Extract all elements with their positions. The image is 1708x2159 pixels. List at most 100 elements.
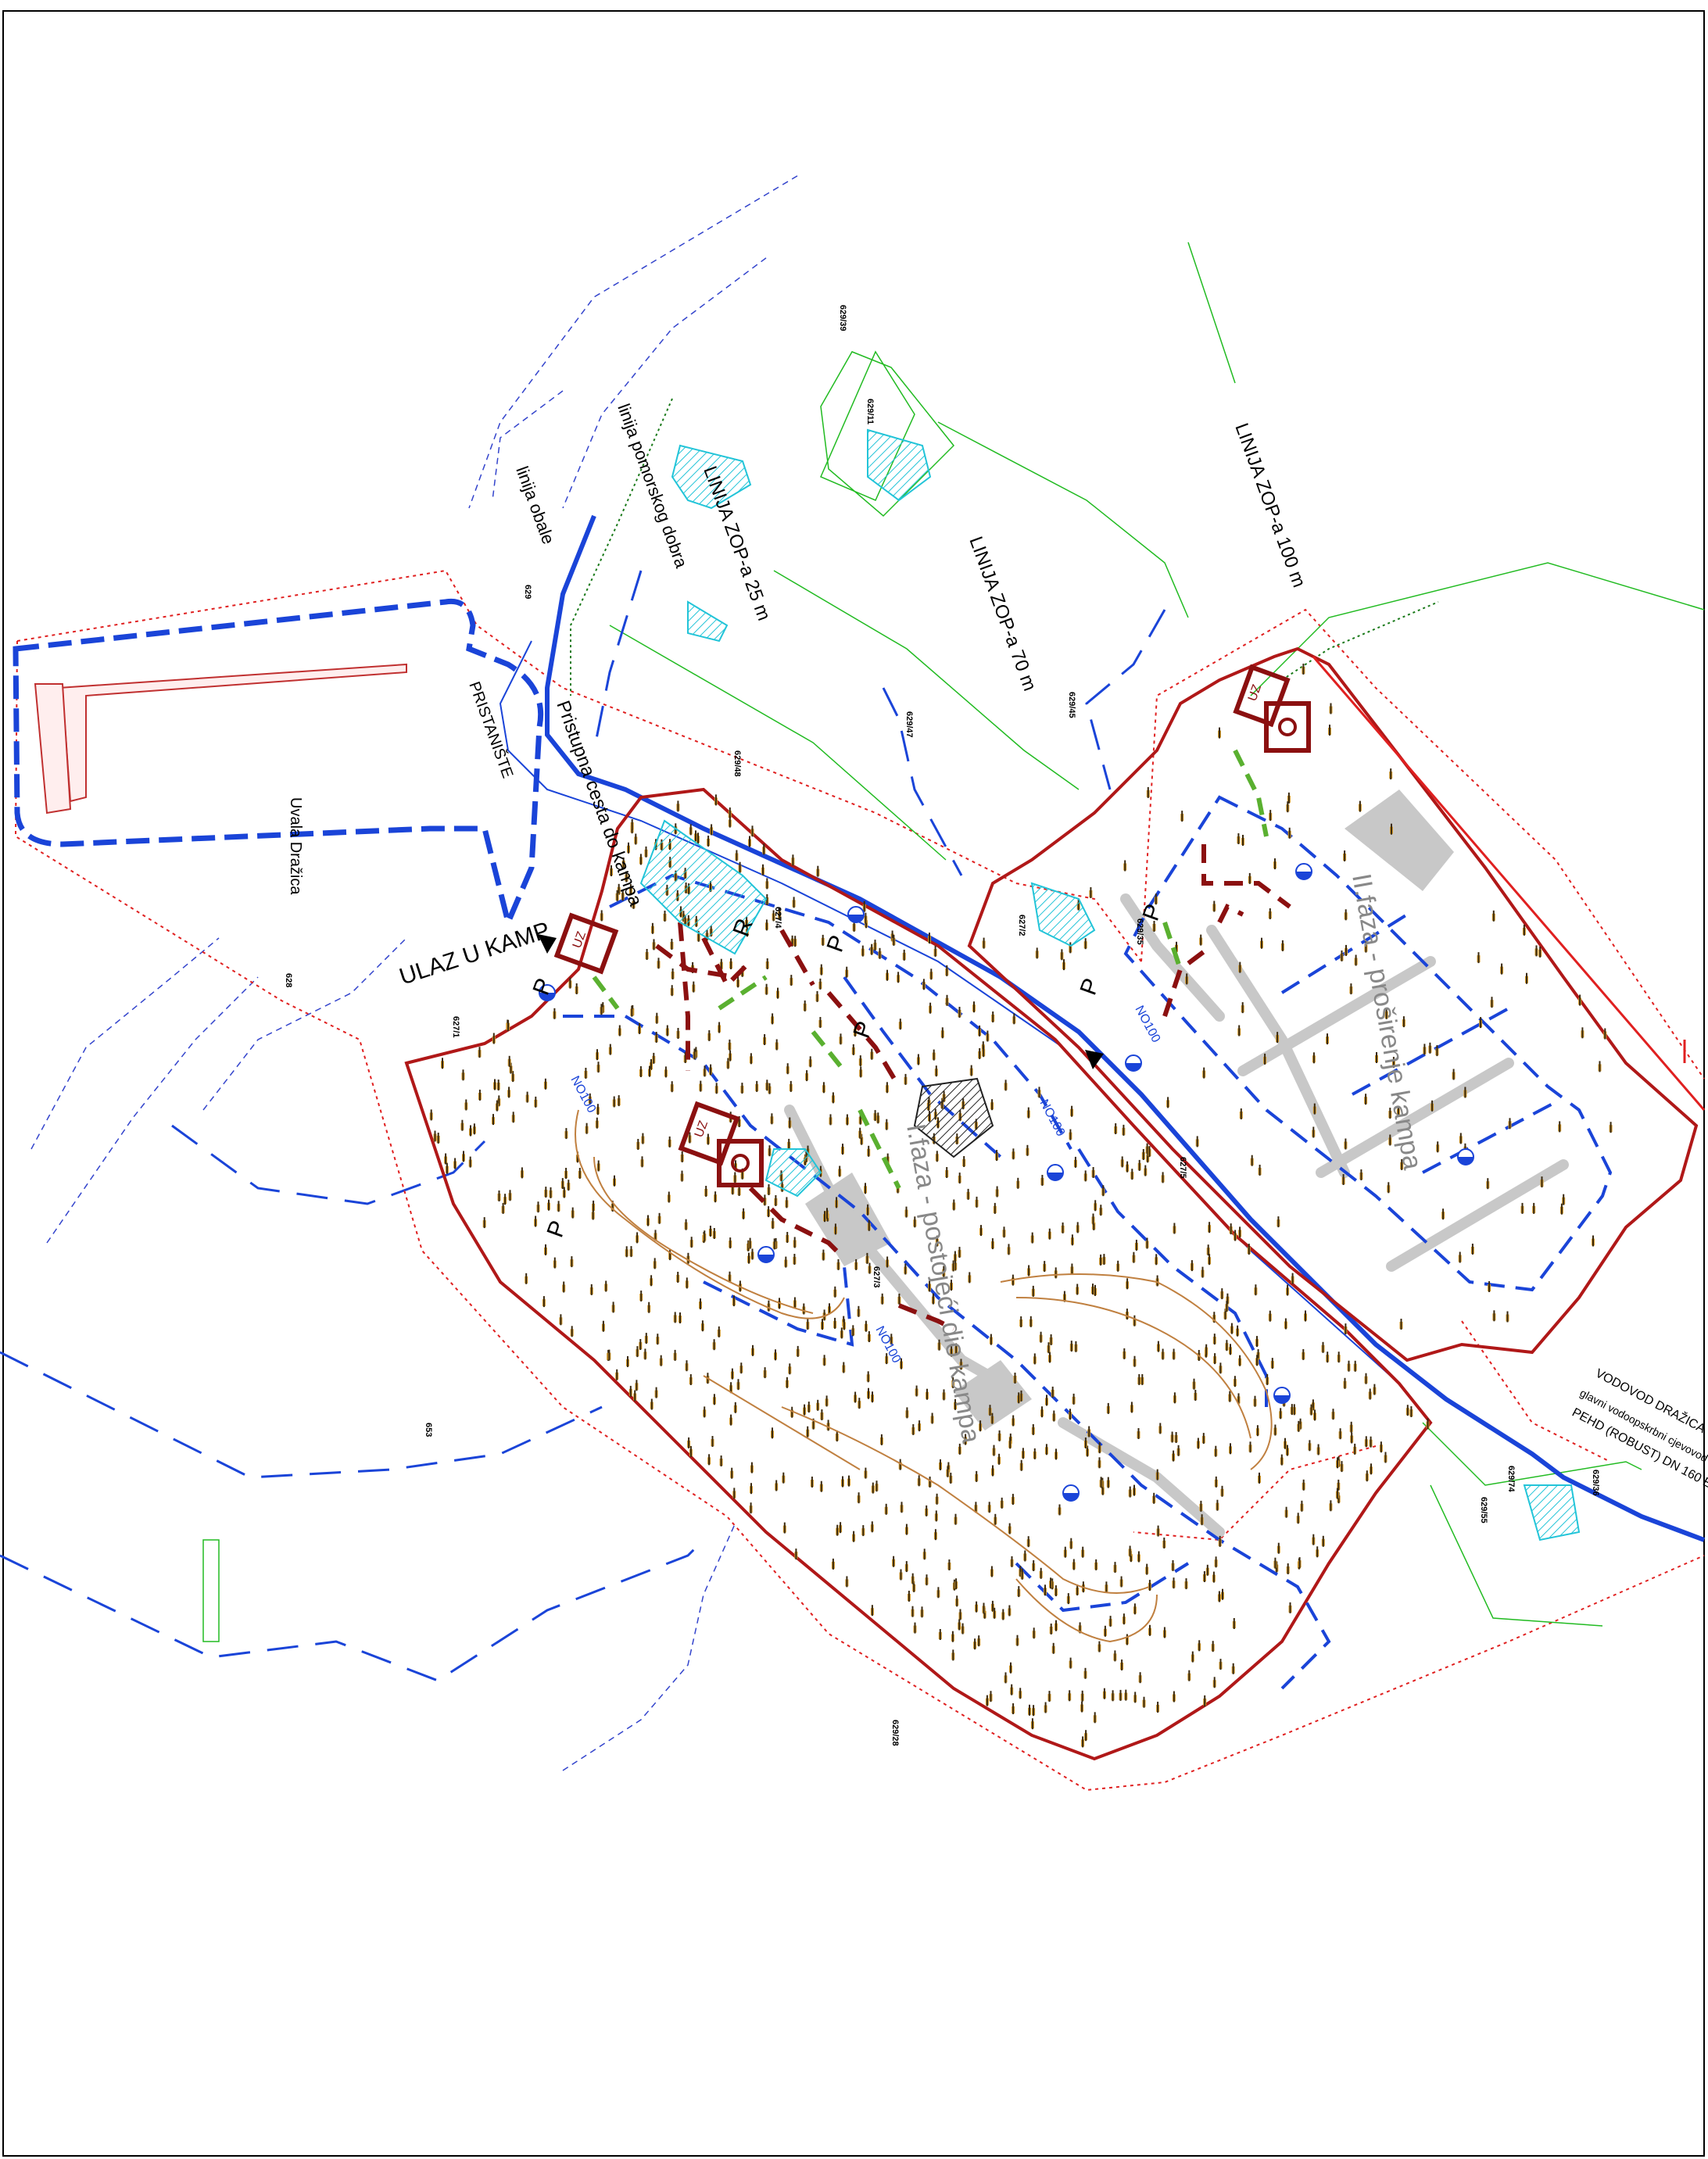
tree-icon [1212,1676,1217,1689]
tree-icon [904,1560,909,1574]
tree-icon [815,865,821,878]
tree-icon [921,978,926,991]
tree-icon [1010,1493,1015,1506]
tree-icon [669,938,675,951]
tree-icon [1129,1401,1134,1414]
tree-icon [1110,1689,1115,1702]
tree-icon [614,1368,620,1381]
tree-icon [754,1080,760,1093]
tree-icon [1173,1431,1179,1444]
tree-icon [693,829,698,843]
parcel-label: 629/55 [1479,1497,1488,1523]
tree-icon [1162,1626,1167,1639]
tree-icon [1053,1584,1058,1598]
parcel-label: 627/3 [872,1266,881,1288]
tree-icon [911,1423,916,1436]
tree-icon [1198,1499,1204,1513]
tree-icon [1006,1243,1012,1256]
tree-icon [762,1366,768,1380]
tree-icon [1491,909,1496,922]
tree-icon [904,1205,909,1219]
tree-icon [717,1021,722,1034]
tree-icon [1349,1431,1355,1445]
tree-icon [1047,1227,1052,1241]
tree-icon [1044,1443,1049,1456]
tree-icon [636,1138,641,1151]
tree-icon [833,1316,838,1330]
tree-icon [924,1574,929,1587]
tree-icon [1016,1585,1022,1599]
tree-icon [729,1367,735,1380]
tree-icon [713,1190,718,1204]
tree-icon [1144,1563,1150,1576]
parcel-label: 628 [284,973,293,987]
tree-icon [801,1302,807,1316]
tree-icon [844,965,850,979]
tree-icon [1148,1624,1152,1637]
tree-icon [804,1069,810,1083]
tree-icon [1352,1359,1358,1373]
tree-icon [1330,1408,1336,1421]
tree-icon [669,984,675,997]
tree-icon [1105,1402,1111,1415]
tree-icon [1054,1448,1058,1461]
tree-icon [599,909,604,922]
tree-icon [1228,1343,1233,1356]
parcel-label: 629/47 [904,711,914,738]
tree-icon [974,1600,979,1613]
tree-icon [1080,1689,1085,1702]
tree-icon [1597,1060,1602,1073]
tree-icon [1011,1702,1016,1715]
tree-icon [869,1047,875,1061]
hydrant-icon-fill [1458,1157,1473,1165]
tree-icon [1073,1340,1079,1353]
tree-icon [1050,1385,1055,1398]
tree-icon [655,1333,661,1346]
tree-icon [617,1024,622,1037]
tree-icon [997,1429,1002,1442]
tree-icon [496,1079,501,1092]
tree-icon [1301,1478,1306,1491]
tree-icon [649,1398,654,1411]
hydrant-icon-fill [1047,1173,1063,1180]
tree-icon [688,823,693,836]
tree-icon [991,1444,997,1457]
tree-icon [679,1169,685,1183]
tree-icon [1435,1140,1441,1154]
tree-icon [1311,1051,1316,1065]
tree-icon [1071,1392,1076,1405]
tree-icon [688,1445,693,1458]
tree-icon [1316,1443,1321,1456]
parcel-numbers: 629/39 629/11 629 629/48 629/47 629/45 6… [284,305,1600,1746]
tree-icon [1299,1499,1305,1513]
tree-icon [584,1122,589,1135]
tree-icon [1029,1231,1035,1244]
tree-icon [891,1555,897,1568]
tree-icon [1042,1260,1047,1273]
tree-icon [933,945,938,958]
tree-icon [1088,886,1094,899]
tree-icon [1180,810,1185,823]
tree-icon [961,1155,967,1168]
tree-icon [1344,943,1348,957]
tree-icon [1154,1253,1159,1266]
tree-icon [937,1628,943,1641]
walking-paths [575,1109,1273,1643]
tree-icon [1124,1633,1130,1646]
tree-icon [833,1285,838,1298]
tree-icon [1398,1318,1404,1330]
tree-icon [491,1032,496,1045]
tree-icon [533,1215,539,1228]
tree-icon [861,1524,866,1538]
tree-icon [729,958,734,970]
tree-icon [552,1256,557,1269]
tree-icon [857,1397,862,1410]
tree-icon [1204,1343,1209,1356]
tree-icon [1090,1212,1096,1226]
tree-icon [766,1205,772,1219]
tree-icon [1237,1226,1243,1239]
tree-icon [672,1348,678,1362]
tree-icon [467,1155,473,1169]
tree-icon [806,1401,811,1414]
tree-icon [749,1461,754,1474]
